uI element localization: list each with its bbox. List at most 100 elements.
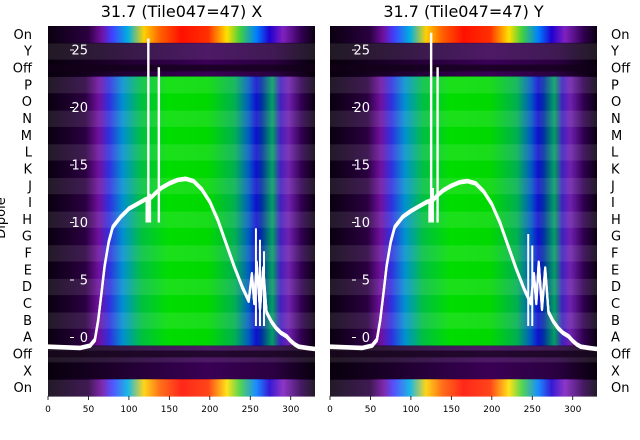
off-band xyxy=(330,64,597,72)
row-label: G xyxy=(611,230,621,245)
profile-line xyxy=(47,178,316,352)
x-tick-label: 300 xyxy=(564,405,581,415)
heat-row-n xyxy=(48,110,315,128)
heat-row-h xyxy=(48,211,315,229)
heat-row-y xyxy=(330,42,597,61)
heat-row-on xyxy=(48,26,315,44)
heat-row-o xyxy=(330,93,597,111)
y-tick-label: 0 xyxy=(362,331,370,346)
x-tick-label: 250 xyxy=(524,405,541,415)
y-tick-label: 0 xyxy=(80,331,88,346)
heat-row-d xyxy=(48,278,315,296)
x-tick-label: 300 xyxy=(282,405,299,415)
row-label: D xyxy=(22,280,32,295)
row-label: A xyxy=(23,331,32,346)
x-tick-label: 250 xyxy=(242,405,259,415)
x-tick-label: 50 xyxy=(365,405,377,415)
heat-row-g xyxy=(330,227,597,246)
profile-line xyxy=(329,181,598,352)
heat-row-i xyxy=(330,194,597,212)
heat-row-x xyxy=(330,362,597,380)
row-label: P xyxy=(611,78,619,93)
heat-row-h xyxy=(330,211,597,229)
row-label: Off xyxy=(13,62,33,77)
row-label: L xyxy=(25,146,33,161)
row-label: On xyxy=(14,28,32,43)
row-label: I xyxy=(611,196,615,211)
row-label: Off xyxy=(13,347,33,362)
heat-row-on xyxy=(330,26,597,44)
y-tick-label: 5 xyxy=(80,274,88,289)
row-label: N xyxy=(22,112,32,127)
row-label: N xyxy=(611,112,621,127)
row-label: On xyxy=(14,381,32,396)
row-label: A xyxy=(611,331,620,346)
row-label: F xyxy=(611,247,618,262)
panel-title: 31.7 (Tile047=47) Y xyxy=(383,2,544,21)
row-label: Y xyxy=(610,45,619,60)
row-label: M xyxy=(21,129,32,144)
heat-row-j xyxy=(330,177,597,195)
heat-row-d xyxy=(330,278,597,296)
heat-row-p xyxy=(330,76,597,94)
panel-title: 31.7 (Tile047=47) X xyxy=(101,2,263,21)
row-label: D xyxy=(611,280,621,295)
row-label: P xyxy=(24,78,32,93)
heat-row-o xyxy=(48,93,315,111)
row-label: X xyxy=(611,364,620,379)
x-tick-label: 100 xyxy=(402,405,419,415)
heat-row-e xyxy=(48,261,315,279)
row-label: E xyxy=(24,263,32,278)
y-tick-label: 15 xyxy=(71,159,88,174)
x-tick-label: 100 xyxy=(120,405,137,415)
row-label: X xyxy=(23,364,32,379)
y-tick-label: 25 xyxy=(353,44,370,59)
x-tick-label: 50 xyxy=(83,405,95,415)
row-label: B xyxy=(23,314,32,329)
y-tick-label: 20 xyxy=(353,101,370,116)
row-label: M xyxy=(611,129,622,144)
y-tick-label: 10 xyxy=(71,216,88,231)
heat-row-x xyxy=(48,362,315,380)
heat-row-on xyxy=(330,379,597,397)
heat-row-e xyxy=(330,261,597,279)
heat-row-i xyxy=(48,194,315,212)
heat-row-f xyxy=(48,244,315,263)
y-tick-label: 25 xyxy=(71,44,88,59)
x-tick-label: 200 xyxy=(201,405,218,415)
x-tick-label: 0 xyxy=(45,405,51,415)
row-label: E xyxy=(611,263,619,278)
row-label: G xyxy=(22,230,32,245)
row-label: I xyxy=(28,196,32,211)
row-label: H xyxy=(611,213,621,228)
off-band xyxy=(330,350,597,358)
row-label: F xyxy=(25,247,32,262)
row-label: C xyxy=(23,297,32,312)
row-label: K xyxy=(611,162,620,177)
row-label: O xyxy=(22,95,32,110)
heat-row-y xyxy=(48,42,315,61)
heat-row-g xyxy=(48,227,315,246)
row-label: Y xyxy=(23,45,32,60)
heat-row-a xyxy=(48,328,315,347)
heat-row-f xyxy=(330,244,597,263)
heat-row-a xyxy=(330,328,597,347)
y-tick-label: 15 xyxy=(353,159,370,174)
x-tick-label: 150 xyxy=(161,405,178,415)
row-label: L xyxy=(611,146,619,161)
off-band xyxy=(48,64,315,72)
heat-row-j xyxy=(48,177,315,195)
row-label: O xyxy=(611,95,621,110)
x-tick-label: 200 xyxy=(483,405,500,415)
y-tick-label: 10 xyxy=(353,216,370,231)
row-label: H xyxy=(22,213,32,228)
heat-row-c xyxy=(330,295,597,313)
heat-row-c xyxy=(48,295,315,313)
heat-row-l xyxy=(330,143,597,162)
